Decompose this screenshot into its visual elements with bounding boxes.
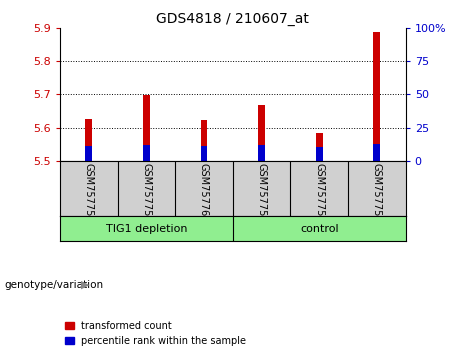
Bar <box>201 120 207 161</box>
Text: GSM757756: GSM757756 <box>314 164 324 223</box>
Text: GSM757760: GSM757760 <box>199 164 209 223</box>
Text: GSM757757: GSM757757 <box>372 164 382 223</box>
Text: GSM757759: GSM757759 <box>142 164 151 223</box>
Bar <box>316 132 323 161</box>
Bar <box>143 95 150 161</box>
Bar <box>258 105 265 161</box>
Bar <box>143 145 150 161</box>
Bar <box>373 32 380 161</box>
Text: TIG1 depletion: TIG1 depletion <box>106 223 187 234</box>
Text: ▶: ▶ <box>81 280 89 290</box>
Bar <box>258 145 265 161</box>
Bar <box>85 146 92 161</box>
Legend: transformed count, percentile rank within the sample: transformed count, percentile rank withi… <box>65 321 246 346</box>
Text: GSM757758: GSM757758 <box>84 164 94 223</box>
Text: GSM757755: GSM757755 <box>257 164 266 223</box>
Bar <box>201 146 207 161</box>
Text: control: control <box>300 223 338 234</box>
Text: genotype/variation: genotype/variation <box>5 280 104 290</box>
Bar <box>316 147 323 161</box>
Bar <box>373 144 380 161</box>
Title: GDS4818 / 210607_at: GDS4818 / 210607_at <box>156 12 309 26</box>
Bar <box>85 119 92 161</box>
